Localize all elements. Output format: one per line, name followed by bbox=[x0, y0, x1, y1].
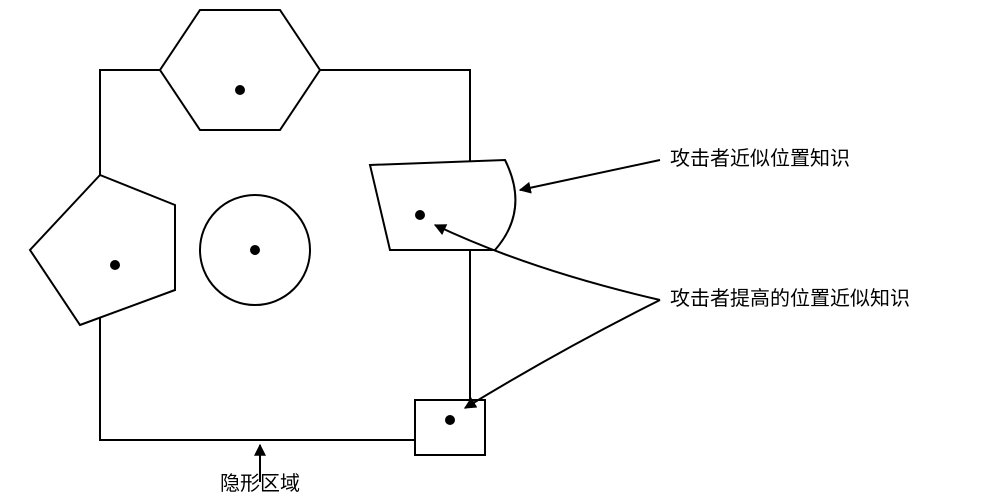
right-shape bbox=[370, 160, 515, 250]
hexagon-dot bbox=[235, 85, 245, 95]
hexagon-shape bbox=[160, 10, 320, 130]
arrow-improved-lower bbox=[465, 300, 660, 408]
label-attacker-approx: 攻击者近似位置知识 bbox=[670, 147, 850, 170]
label-hidden-area: 隐形区域 bbox=[220, 472, 300, 495]
pentagon-left-dot bbox=[110, 260, 120, 270]
label-attacker-improved: 攻击者提高的位置近似知识 bbox=[670, 287, 910, 310]
pentagon-left-shape bbox=[30, 175, 175, 325]
center-circle-dot bbox=[250, 245, 260, 255]
small-square-dot bbox=[445, 415, 455, 425]
right-shape-dot bbox=[415, 210, 425, 220]
small-square bbox=[415, 400, 485, 455]
arrow-attacker-approx bbox=[520, 160, 660, 190]
